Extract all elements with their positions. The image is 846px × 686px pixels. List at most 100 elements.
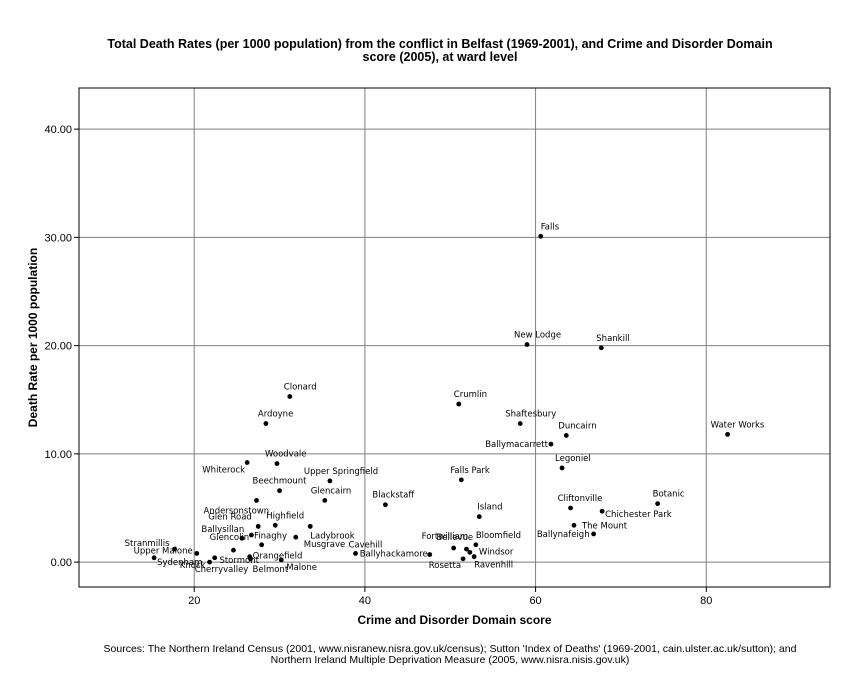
- point-label: Beechmount: [253, 477, 308, 487]
- data-point: [467, 549, 473, 555]
- data-point: [194, 551, 200, 556]
- data-point: [599, 508, 605, 514]
- point-label: Duncairn: [558, 421, 596, 431]
- data-point: [427, 552, 433, 557]
- data-point: [591, 531, 597, 537]
- point-label: Botanic: [653, 490, 685, 500]
- point-label: Legoniel: [555, 454, 591, 464]
- point-label: Ballymacarrett: [485, 440, 548, 450]
- data-point: [248, 556, 253, 562]
- data-point: [563, 433, 569, 438]
- point-label: Chichester Park: [605, 510, 672, 520]
- data-point: [353, 551, 358, 556]
- point-label: Stranmillis: [125, 539, 171, 549]
- data-point: [568, 505, 573, 511]
- point-label: Whiterock: [202, 466, 245, 476]
- point-label: Belmont: [253, 565, 289, 575]
- data-point: [254, 498, 259, 503]
- data-point: [277, 488, 282, 494]
- gridlines: [79, 88, 830, 587]
- point-label: Island: [477, 503, 502, 513]
- data-point: [571, 522, 577, 528]
- data-point: [524, 342, 530, 347]
- data-point: [278, 557, 284, 563]
- point-label: Finaghy: [254, 531, 287, 541]
- point-label: New Lodge: [514, 331, 561, 341]
- data-point: [307, 523, 313, 529]
- point-label: Glencolin: [210, 533, 250, 543]
- data-point: [451, 545, 457, 551]
- data-point: [655, 501, 661, 507]
- data-point: [239, 535, 245, 541]
- data-point: [207, 559, 212, 565]
- data-point: [263, 421, 269, 426]
- data-point: [172, 546, 177, 552]
- point-label: The Mount: [581, 521, 628, 531]
- point-label: Blackstaff: [372, 491, 415, 501]
- data-point: [259, 542, 265, 548]
- data-point: [473, 542, 479, 548]
- point-label: Shaftesbury: [505, 410, 556, 420]
- data-point: [598, 345, 604, 351]
- data-point: [272, 522, 278, 528]
- x-tick-label: 20: [188, 595, 200, 607]
- data-point: [327, 478, 333, 484]
- source-note-line-2: Northern Ireland Multiple Deprivation Me…: [270, 654, 630, 666]
- data-point: [231, 547, 236, 553]
- point-label: Ravenhill: [474, 561, 513, 571]
- axis-ticks: 20 40 60 80 0.00 10.00 20.00 30.00 40.00: [44, 124, 712, 607]
- point-label: Glencairn: [311, 486, 352, 496]
- data-point: [212, 555, 218, 561]
- point-label: Falls Park: [450, 466, 490, 476]
- point-label: Cavehill: [349, 540, 383, 550]
- point-label: Malone: [286, 563, 317, 573]
- point-label: Upper Malone: [134, 546, 193, 556]
- data-point: [476, 514, 482, 520]
- data-points: Falls New Lodge Shankill Clonard Crumlin Ardo…: [125, 222, 765, 575]
- point-label: Falls: [541, 222, 560, 232]
- point-label: Musgrave: [304, 540, 346, 550]
- data-point: [322, 498, 328, 503]
- point-label: Ladybrook: [310, 531, 354, 541]
- point-label: Ballysillan: [201, 525, 244, 535]
- data-point: [287, 394, 293, 399]
- x-tick-label: 80: [700, 595, 712, 607]
- plot-area-frame: [78, 87, 831, 588]
- data-point: [456, 401, 462, 407]
- point-label: Sydenham: [157, 558, 202, 568]
- point-label: Cherryvalley: [195, 565, 249, 575]
- data-point: [458, 477, 464, 483]
- point-label: Stormont: [219, 556, 259, 566]
- point-label: Water Works: [711, 420, 765, 430]
- data-point: [464, 546, 469, 552]
- point-label: Ballynafeigh: [537, 530, 590, 540]
- data-point: [725, 431, 730, 437]
- point-label: Bloomfield: [476, 531, 521, 541]
- data-point: [382, 502, 388, 508]
- point-label: Ardoyne: [258, 410, 293, 420]
- point-label: Crumlin: [454, 390, 487, 400]
- point-label: Knock: [180, 561, 206, 571]
- x-axis-title: Crime and Disorder Domain score: [357, 613, 551, 627]
- x-tick-label: 60: [529, 595, 541, 607]
- point-label: Glen Road: [208, 512, 252, 522]
- point-label: Cliftonville: [558, 494, 603, 504]
- y-tick-label: 30.00: [44, 232, 72, 244]
- point-label: Woodvale: [265, 450, 307, 460]
- data-point: [538, 233, 544, 239]
- data-point: [293, 534, 299, 540]
- data-point: [248, 532, 254, 538]
- data-point: [559, 465, 565, 471]
- point-label: Clonard: [284, 382, 317, 392]
- point-label: Upper Springfield: [304, 467, 378, 477]
- point-label: Windsor: [479, 547, 514, 557]
- point-label: Shankill: [596, 334, 629, 344]
- data-point: [460, 556, 466, 562]
- point-label: Highfield: [266, 511, 304, 521]
- chart-title-line-1: Total Death Rates (per 1000 population) …: [107, 37, 773, 51]
- y-tick-label: 40.00: [44, 124, 72, 136]
- y-tick-label: 10.00: [44, 449, 72, 461]
- point-label: Orangefield: [253, 552, 303, 562]
- chart-title-line-2: score (2005), at ward level: [362, 50, 518, 64]
